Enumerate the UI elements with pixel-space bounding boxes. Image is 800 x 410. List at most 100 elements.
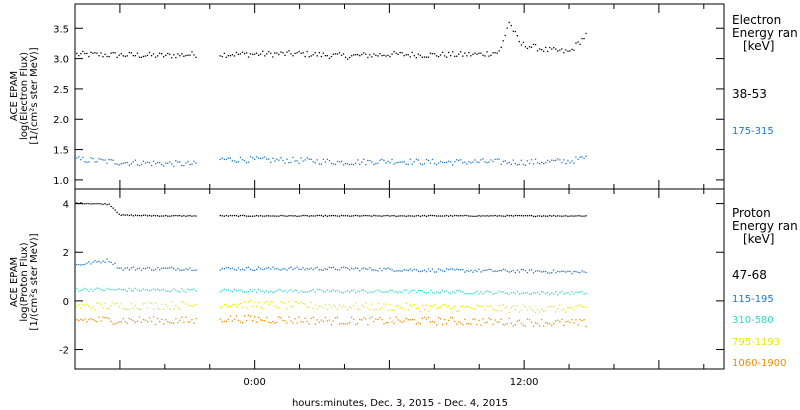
data-point bbox=[150, 215, 153, 217]
data-point bbox=[474, 52, 476, 54]
data-point bbox=[177, 53, 179, 55]
data-point bbox=[413, 268, 415, 271]
data-point bbox=[486, 51, 488, 53]
data-point bbox=[365, 214, 367, 217]
data-point bbox=[223, 268, 225, 270]
data-point bbox=[431, 215, 434, 217]
data-point bbox=[231, 267, 233, 269]
data-point bbox=[78, 55, 80, 57]
data-point bbox=[152, 288, 155, 290]
data-point bbox=[320, 269, 322, 271]
data-point bbox=[446, 268, 448, 270]
data-point bbox=[490, 215, 492, 217]
data-point bbox=[185, 303, 187, 305]
data-point bbox=[351, 290, 353, 292]
data-point bbox=[371, 215, 373, 217]
data-point bbox=[539, 163, 541, 165]
data-point bbox=[520, 268, 523, 271]
data-point bbox=[490, 305, 492, 307]
data-point bbox=[488, 55, 490, 57]
data-point bbox=[148, 301, 151, 304]
data-point bbox=[577, 158, 579, 160]
data-point bbox=[130, 52, 132, 54]
data-point bbox=[391, 269, 393, 271]
data-point bbox=[575, 291, 577, 293]
data-point bbox=[577, 271, 579, 273]
data-point bbox=[427, 268, 430, 270]
data-point bbox=[120, 321, 122, 323]
data-point bbox=[520, 215, 523, 217]
data-point bbox=[286, 269, 288, 271]
data-point bbox=[344, 215, 347, 217]
data-point bbox=[583, 319, 585, 321]
data-point bbox=[80, 264, 82, 266]
data-point bbox=[476, 304, 478, 306]
data-point bbox=[421, 317, 423, 320]
data-point bbox=[577, 41, 579, 43]
data-point bbox=[272, 301, 274, 304]
data-point bbox=[264, 320, 266, 322]
data-point bbox=[567, 292, 569, 294]
data-point bbox=[405, 54, 407, 56]
data-point bbox=[308, 268, 310, 270]
data-point bbox=[577, 305, 579, 307]
data-point bbox=[355, 267, 357, 269]
data-point bbox=[555, 272, 557, 274]
data-point bbox=[254, 301, 256, 303]
data-point bbox=[292, 55, 294, 57]
data-point bbox=[157, 307, 159, 309]
data-point bbox=[425, 292, 428, 294]
data-point bbox=[193, 305, 195, 307]
data-point bbox=[423, 163, 426, 165]
data-point bbox=[375, 215, 377, 217]
data-point bbox=[506, 306, 508, 308]
data-point bbox=[419, 215, 421, 217]
data-point bbox=[231, 304, 233, 306]
data-point bbox=[96, 302, 98, 304]
data-point bbox=[508, 161, 510, 163]
data-point bbox=[225, 56, 227, 58]
data-point bbox=[233, 214, 236, 217]
data-point bbox=[312, 316, 314, 318]
data-point bbox=[189, 289, 191, 291]
data-point bbox=[429, 289, 432, 291]
data-point bbox=[102, 159, 104, 161]
data-point bbox=[454, 214, 456, 217]
data-point bbox=[272, 266, 274, 268]
data-point bbox=[100, 289, 102, 291]
data-point bbox=[152, 308, 155, 310]
data-point bbox=[245, 319, 248, 322]
data-point bbox=[161, 215, 163, 217]
data-point bbox=[395, 270, 397, 272]
data-point bbox=[104, 203, 106, 205]
data-point bbox=[435, 55, 438, 57]
data-point bbox=[108, 288, 110, 290]
data-point bbox=[254, 53, 256, 55]
data-point bbox=[474, 215, 476, 217]
data-point bbox=[500, 270, 502, 272]
data-point bbox=[450, 268, 452, 270]
data-point bbox=[167, 267, 169, 269]
data-point bbox=[104, 289, 106, 291]
data-point bbox=[439, 269, 442, 271]
data-point bbox=[403, 289, 405, 292]
data-point bbox=[88, 203, 90, 205]
data-point bbox=[312, 289, 314, 291]
data-point bbox=[344, 56, 347, 58]
data-point bbox=[482, 215, 484, 217]
data-point bbox=[247, 314, 250, 316]
data-point bbox=[450, 161, 452, 163]
data-point bbox=[306, 306, 308, 308]
data-point bbox=[225, 289, 227, 291]
data-point bbox=[179, 214, 181, 217]
data-point bbox=[365, 302, 367, 304]
data-point bbox=[577, 324, 579, 326]
data-point bbox=[417, 214, 419, 217]
data-point bbox=[288, 162, 290, 164]
data-point bbox=[258, 54, 260, 56]
data-point bbox=[403, 320, 405, 322]
data-point bbox=[169, 308, 171, 310]
data-point bbox=[526, 272, 529, 274]
data-point bbox=[114, 303, 116, 305]
data-point bbox=[274, 291, 276, 293]
